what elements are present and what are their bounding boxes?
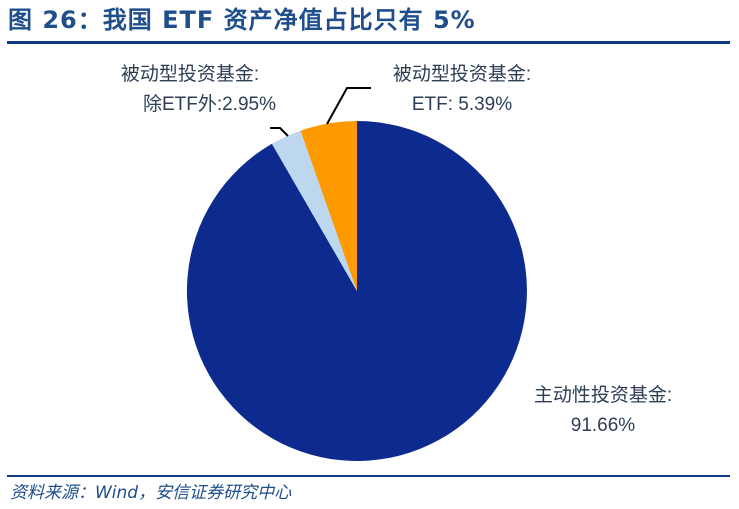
title-divider bbox=[7, 41, 730, 44]
label-passive-non-etf-line2: 除ETF外:2.95% bbox=[142, 94, 276, 115]
leader-line-etf bbox=[326, 87, 371, 125]
pie-slice-passive-non-etf bbox=[271, 130, 357, 291]
footer-divider bbox=[7, 475, 730, 477]
label-passive-etf-line1: 被动型投资基金: bbox=[392, 64, 532, 85]
source-note: 资料来源：Wind，安信证券研究中心 bbox=[10, 483, 292, 503]
label-passive-etf: 被动型投资基金: ETF: 5.39% bbox=[372, 60, 552, 120]
label-active-fund-line2: 91.66% bbox=[570, 415, 636, 436]
label-passive-non-etf: 被动型投资基金: 除ETF外:2.95% bbox=[80, 60, 300, 120]
pie-slice-passive-etf bbox=[300, 121, 357, 291]
label-active-fund-line1: 主动性投资基金: bbox=[533, 385, 673, 406]
leader-line-non-etf bbox=[270, 127, 289, 137]
label-active-fund: 主动性投资基金: 91.66% bbox=[508, 381, 698, 441]
label-passive-etf-line2: ETF: 5.39% bbox=[411, 94, 513, 115]
label-passive-non-etf-line1: 被动型投资基金: bbox=[120, 64, 260, 85]
pie-slice-active-fund bbox=[186, 121, 527, 461]
chart-title: 图 26：我国 ETF 资产净值占比只有 5% bbox=[8, 6, 476, 34]
